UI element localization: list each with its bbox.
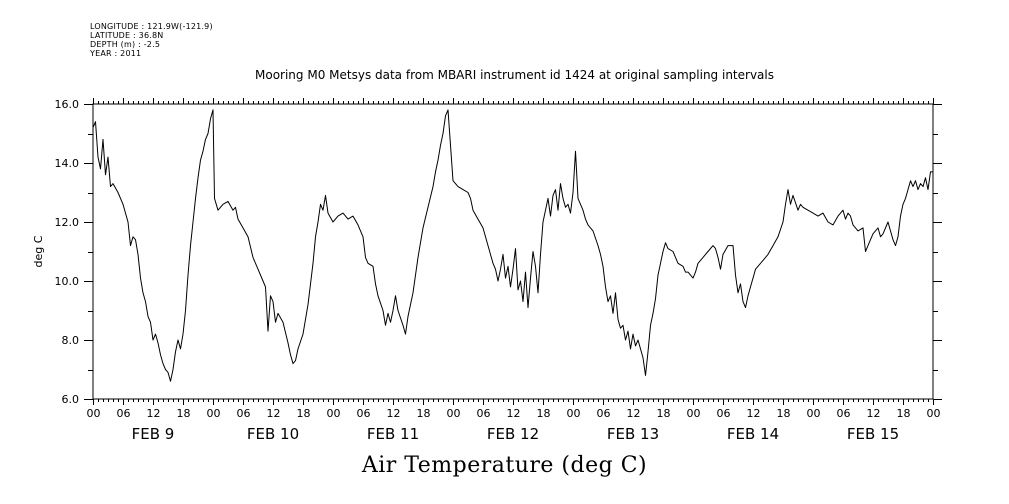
y-tick-label: 16.0 (55, 98, 80, 111)
x-tick-label: 06 (117, 407, 131, 420)
x-tick-label: 18 (657, 407, 671, 420)
x-tick-label: 12 (507, 407, 521, 420)
x-tick-label: 18 (177, 407, 191, 420)
x-tick-label: 00 (927, 407, 941, 420)
x-tick-label: 12 (747, 407, 761, 420)
plot-frame (92, 103, 934, 400)
x-tick-label: 12 (147, 407, 161, 420)
y-tick-label: 12.0 (55, 216, 80, 229)
x-tick-label: 06 (357, 407, 371, 420)
series-line (92, 109, 933, 382)
x-tick-label: 18 (417, 407, 431, 420)
day-label: FEB 10 (247, 425, 299, 443)
y-tick-label: 14.0 (55, 157, 80, 170)
day-label: FEB 13 (607, 425, 659, 443)
y-tick-label: 10.0 (55, 275, 80, 288)
x-tick-label: 12 (387, 407, 401, 420)
x-tick-label: 18 (537, 407, 551, 420)
x-tick-label: 00 (87, 407, 101, 420)
x-tick-label: 12 (867, 407, 881, 420)
x-axis-title: Air Temperature (deg C) (361, 453, 648, 478)
x-tick-label: 00 (447, 407, 461, 420)
longitude-text: LONGITUDE : 121.9W(-121.9) (90, 22, 213, 31)
x-tick-label: 06 (237, 407, 251, 420)
day-label: FEB 11 (367, 425, 419, 443)
y-tick-label: 6.0 (62, 393, 80, 406)
x-tick-label: 12 (267, 407, 281, 420)
x-tick-label: 00 (327, 407, 341, 420)
chart-title: Mooring M0 Metsys data from MBARI instru… (255, 68, 774, 82)
x-tick-label: 06 (837, 407, 851, 420)
x-tick-label: 12 (627, 407, 641, 420)
latitude-text: LATITUDE : 36.8N (90, 31, 164, 40)
x-tick-label: 00 (207, 407, 221, 420)
y-axis-title: deg C (32, 235, 45, 267)
x-tick-label: 06 (597, 407, 611, 420)
x-tick-label: 06 (717, 407, 731, 420)
x-tick-label: 18 (297, 407, 311, 420)
day-label: FEB 9 (132, 425, 175, 443)
day-label: FEB 14 (727, 425, 779, 443)
x-tick-label: 06 (477, 407, 491, 420)
x-tick-label: 00 (687, 407, 701, 420)
x-tick-label: 00 (567, 407, 581, 420)
depth-text: DEPTH (m) : -2.5 (90, 40, 161, 49)
metadata-block: LONGITUDE : 121.9W(-121.9) LATITUDE : 36… (90, 22, 213, 58)
year-text: YEAR : 2011 (90, 49, 142, 58)
y-tick-label: 8.0 (62, 334, 80, 347)
x-tick-label: 00 (807, 407, 821, 420)
day-label: FEB 15 (847, 425, 899, 443)
x-tick-label: 18 (777, 407, 791, 420)
day-label: FEB 12 (487, 425, 539, 443)
x-tick-label: 18 (897, 407, 911, 420)
